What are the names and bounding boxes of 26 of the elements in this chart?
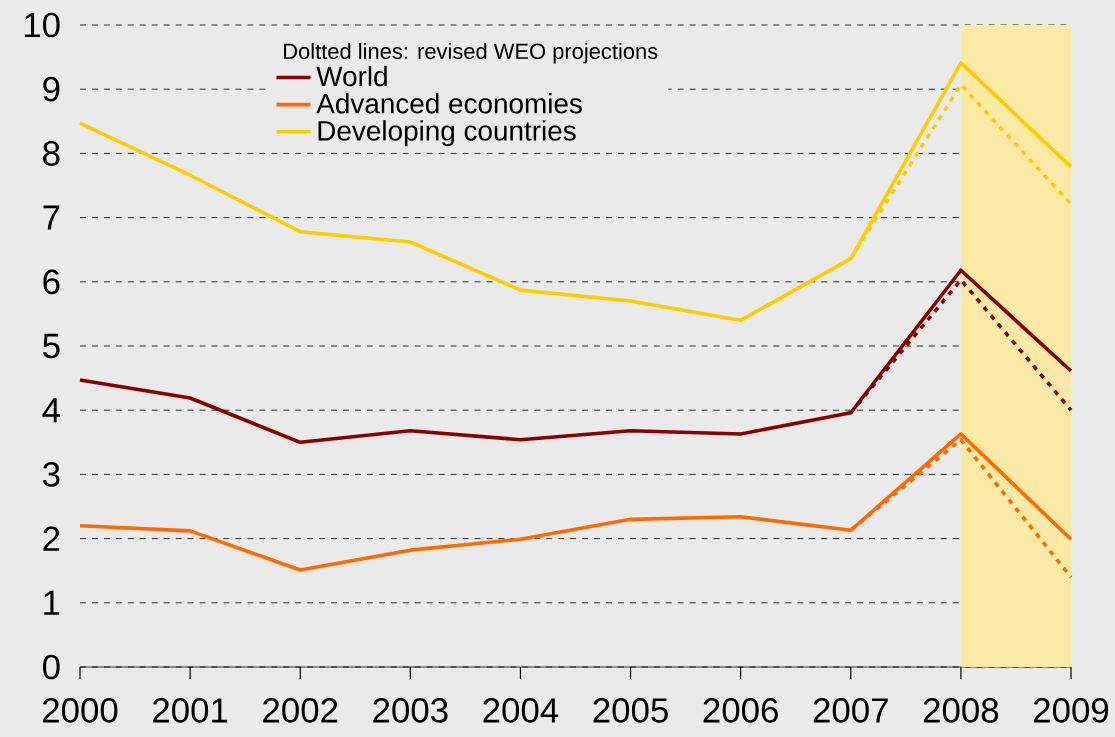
x-tick-label: 2002 (263, 698, 338, 723)
x-tick-label: 2005 (593, 698, 668, 723)
x-tick-label: 2001 (153, 698, 228, 723)
legend-label: World (316, 65, 387, 87)
x-tick-label: 2009 (1033, 698, 1109, 723)
legend-label: Developing countries (318, 120, 576, 147)
legend-title: Doltted lines: revised WEO projections (284, 43, 658, 64)
x-tick-label: 2003 (373, 698, 448, 723)
y-tick-label: 6 (43, 269, 60, 295)
y-tick-label: 3 (42, 462, 60, 487)
x-tick-label: 2008 (923, 698, 999, 723)
x-tick-label: 2006 (703, 698, 778, 723)
y-tick-label: 9 (43, 76, 60, 102)
y-tick-label: 0 (43, 654, 60, 680)
y-tick-label: 1 (44, 590, 60, 615)
x-tick-label: 2000 (42, 698, 118, 723)
x-tick-label: 2007 (813, 698, 888, 723)
line-series (78, 268, 1073, 445)
y-tick-label: 10 (24, 12, 60, 38)
y-tick-label: 7 (43, 205, 60, 230)
y-tick-label: 4 (42, 398, 61, 423)
legend-label: Advanced economies (316, 93, 582, 114)
x-tick-label: 2004 (483, 698, 559, 723)
y-tick-label: 8 (43, 141, 60, 166)
y-tick-label: 5 (43, 333, 60, 359)
y-tick-label: 2 (43, 526, 60, 551)
